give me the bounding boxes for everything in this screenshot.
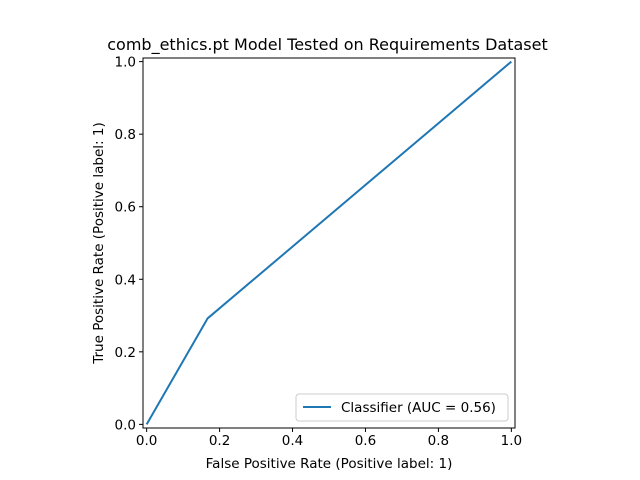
series-layer bbox=[145, 60, 512, 425]
x-tick-label: 0.8 bbox=[428, 433, 449, 449]
y-tick-label: 0.2 bbox=[115, 345, 136, 361]
x-tick-label: 0.0 bbox=[136, 433, 157, 449]
plot-area bbox=[142, 57, 516, 429]
legend: Classifier (AUC = 0.56) bbox=[295, 393, 509, 422]
y-tick-label: 0.0 bbox=[115, 417, 136, 433]
x-tick-label: 0.4 bbox=[282, 433, 303, 449]
y-tick-label: 1.0 bbox=[115, 55, 136, 71]
x-axis-label: False Positive Rate (Positive label: 1) bbox=[206, 456, 453, 472]
y-tick-label: 0.6 bbox=[115, 200, 136, 216]
chart-title: comb_ethics.pt Model Tested on Requireme… bbox=[107, 35, 547, 55]
y-axis-ticks: 0.0 0.2 0.4 0.6 0.8 1.0 bbox=[115, 55, 143, 433]
y-tick-label: 0.4 bbox=[115, 272, 136, 288]
x-tick-label: 0.6 bbox=[355, 433, 376, 449]
legend-box bbox=[295, 393, 509, 422]
y-tick-label: 0.8 bbox=[115, 127, 136, 143]
x-tick-label: 1.0 bbox=[501, 433, 522, 449]
legend-label-classifier: Classifier (AUC = 0.56) bbox=[341, 400, 496, 416]
x-tick-label: 0.2 bbox=[209, 433, 230, 449]
y-axis-label: True Positive Rate (Positive label: 1) bbox=[91, 122, 107, 365]
series-line-classifier bbox=[145, 60, 512, 425]
x-axis-ticks: 0.0 0.2 0.4 0.6 0.8 1.0 bbox=[136, 428, 522, 449]
